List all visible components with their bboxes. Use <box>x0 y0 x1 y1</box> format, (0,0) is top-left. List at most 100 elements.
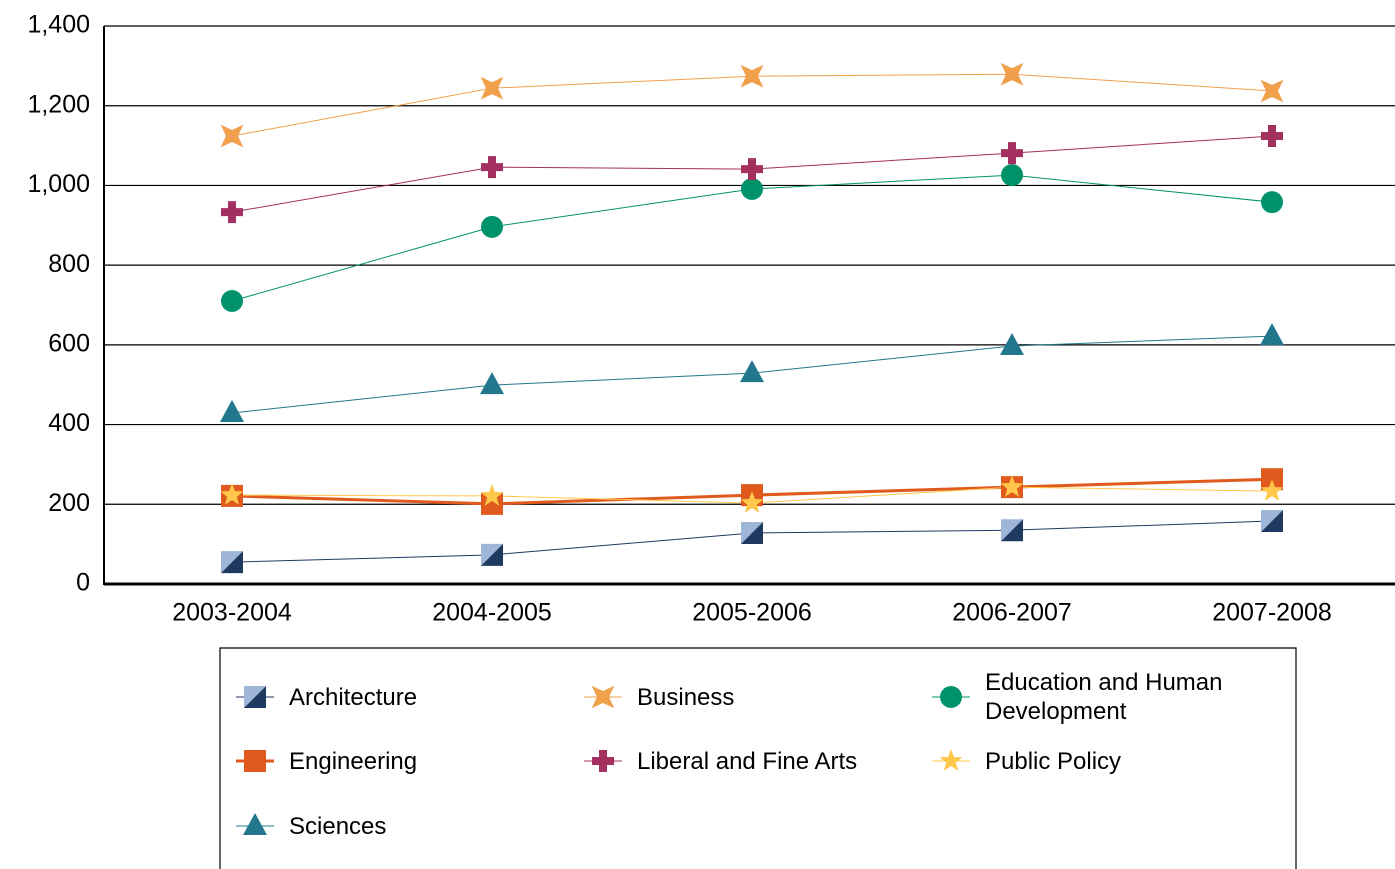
legend-label: Business <box>637 683 735 711</box>
legend-label: Education and Human Development <box>985 669 1223 725</box>
marker-shape <box>740 64 764 88</box>
marker-shape <box>1000 62 1024 86</box>
marker-shape <box>740 360 764 383</box>
marker-dark <box>481 543 503 566</box>
x-tick-label: 2004-2005 <box>432 599 552 627</box>
marker-shape <box>220 400 244 423</box>
marker <box>1001 164 1023 187</box>
legend-label: Engineering <box>289 747 418 775</box>
y-tick-label: 400 <box>48 409 90 437</box>
legend-label: Architecture <box>289 683 418 711</box>
marker-dark <box>741 521 763 544</box>
marker <box>481 156 503 179</box>
marker-shape <box>1001 164 1023 187</box>
marker <box>221 201 243 224</box>
marker <box>221 290 243 313</box>
marker <box>1000 62 1024 86</box>
marker <box>481 543 503 566</box>
marker-shape <box>741 158 763 181</box>
marker <box>481 492 503 515</box>
marker <box>741 521 763 544</box>
marker-shape <box>220 483 244 505</box>
marker <box>1001 142 1023 165</box>
x-tick-label: 2003-2004 <box>172 599 292 627</box>
marker <box>481 215 503 238</box>
marker <box>940 686 962 708</box>
marker <box>741 178 763 201</box>
marker-shape <box>221 290 243 313</box>
marker-shape <box>1000 475 1024 497</box>
marker-shape <box>481 215 503 238</box>
marker-shape <box>481 156 503 179</box>
marker-dark <box>244 686 266 708</box>
marker-shape <box>480 372 504 395</box>
marker-shape <box>591 685 615 709</box>
y-tick-label: 1,200 <box>27 90 90 118</box>
marker-shape <box>1000 333 1024 356</box>
marker <box>591 685 615 709</box>
marker-light <box>1261 510 1283 533</box>
y-tick-label: 600 <box>48 329 90 357</box>
marker-shape <box>940 686 962 708</box>
marker-dark <box>1261 510 1283 533</box>
marker <box>1001 519 1023 542</box>
marker-shape <box>220 124 244 148</box>
marker-shape <box>481 492 503 515</box>
marker-shape <box>1001 142 1023 165</box>
legend-label: Sciences <box>289 812 387 840</box>
y-tick-label: 0 <box>76 569 90 597</box>
marker <box>1261 510 1283 533</box>
y-tick-label: 800 <box>48 250 90 278</box>
marker <box>1260 479 1284 501</box>
marker-shape <box>244 750 266 772</box>
marker-shape <box>740 491 764 513</box>
marker-shape <box>1260 479 1284 501</box>
marker <box>1000 333 1024 356</box>
marker-shape <box>480 76 504 100</box>
marker-shape <box>592 750 614 772</box>
marker-dark <box>221 551 243 574</box>
marker <box>741 158 763 181</box>
marker <box>480 76 504 100</box>
y-tick-label: 1,000 <box>27 170 90 198</box>
marker <box>244 750 266 772</box>
marker <box>939 749 963 771</box>
marker <box>592 750 614 772</box>
x-tick-label: 2006-2007 <box>952 599 1072 627</box>
marker-shape <box>480 483 504 506</box>
legend-box <box>219 647 1297 869</box>
marker <box>220 483 244 505</box>
marker <box>480 372 504 395</box>
marker-shape <box>221 201 243 224</box>
marker <box>740 491 764 513</box>
marker <box>1261 191 1283 214</box>
x-tick-label: 2007-2008 <box>1212 599 1332 627</box>
marker <box>244 686 266 708</box>
marker-dark <box>1001 519 1023 542</box>
marker <box>221 551 243 574</box>
marker <box>1000 475 1024 497</box>
marker-shape <box>1261 125 1283 148</box>
legend-label: Public Policy <box>985 747 1122 775</box>
marker <box>220 400 244 423</box>
marker <box>1260 79 1284 103</box>
x-tick-label: 2005-2006 <box>692 599 812 627</box>
marker-shape <box>939 749 963 771</box>
marker <box>220 124 244 148</box>
legend-label: Liberal and Fine Arts <box>637 747 858 775</box>
marker <box>1260 323 1284 346</box>
y-tick-label: 200 <box>48 489 90 517</box>
marker <box>480 483 504 506</box>
marker-shape <box>243 813 267 835</box>
marker-shape <box>1260 79 1284 103</box>
marker <box>1261 125 1283 148</box>
marker <box>740 64 764 88</box>
marker-shape <box>1261 191 1283 214</box>
y-tick-label: 1,400 <box>27 11 90 39</box>
marker-shape <box>1260 323 1284 346</box>
marker-shape <box>741 178 763 201</box>
marker <box>243 813 267 835</box>
marker <box>740 360 764 383</box>
